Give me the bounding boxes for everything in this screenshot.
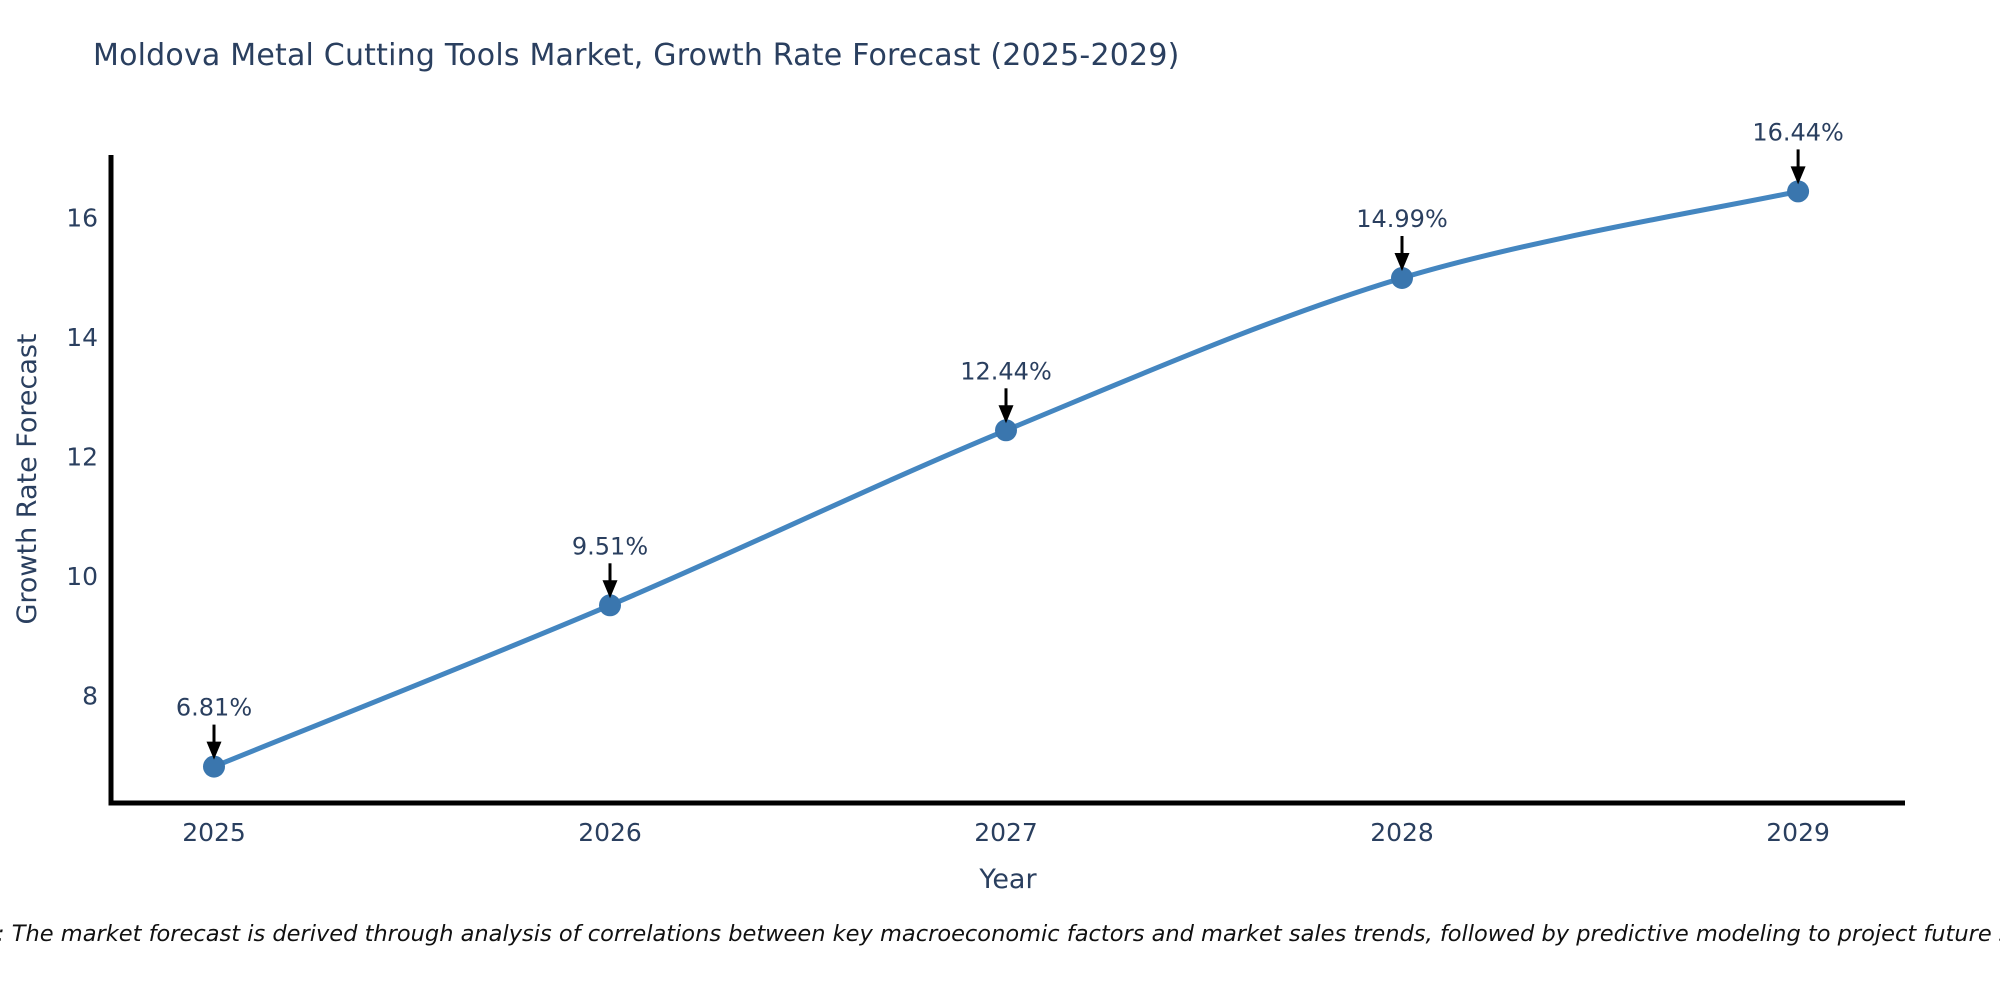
annotation-arrowhead-icon (1790, 166, 1806, 185)
x-axis-title: Year (978, 864, 1037, 895)
annotation-arrowhead-icon (998, 405, 1014, 424)
x-tick-label: 2025 (182, 818, 246, 847)
annotation-label: 9.51% (572, 532, 648, 560)
y-axis-title: Growth Rate Forecast (12, 333, 43, 624)
annotation-arrowhead-icon (1394, 253, 1410, 271)
chart-note: Note: The market forecast is derived thr… (0, 921, 2000, 947)
data-point[interactable] (1391, 267, 1413, 289)
x-tick-label: 2026 (578, 818, 642, 847)
annotation-label: 16.44% (1752, 118, 1844, 146)
data-point[interactable] (995, 419, 1017, 442)
y-tick-label: 16 (66, 204, 98, 233)
chart-title: Moldova Metal Cutting Tools Market, Grow… (93, 38, 1180, 73)
y-tick-label: 12 (66, 443, 98, 472)
annotation-label: 12.44% (960, 357, 1052, 385)
annotation-label: 14.99% (1356, 205, 1448, 233)
y-tick-label: 8 (82, 682, 98, 711)
x-tick-label: 2027 (974, 818, 1038, 847)
data-point[interactable] (599, 594, 621, 617)
annotation-arrowhead-icon (206, 741, 222, 760)
y-tick-label: 14 (66, 323, 98, 352)
annotation-label: 6.81% (176, 694, 252, 722)
series-line (213, 188, 1799, 769)
annotation-arrowhead-icon (602, 580, 618, 599)
x-tick-label: 2029 (1766, 818, 1830, 847)
data-point[interactable] (1787, 180, 1810, 203)
x-tick-label: 2028 (1370, 818, 1434, 847)
data-point[interactable] (203, 755, 225, 778)
y-tick-label: 10 (66, 562, 98, 591)
